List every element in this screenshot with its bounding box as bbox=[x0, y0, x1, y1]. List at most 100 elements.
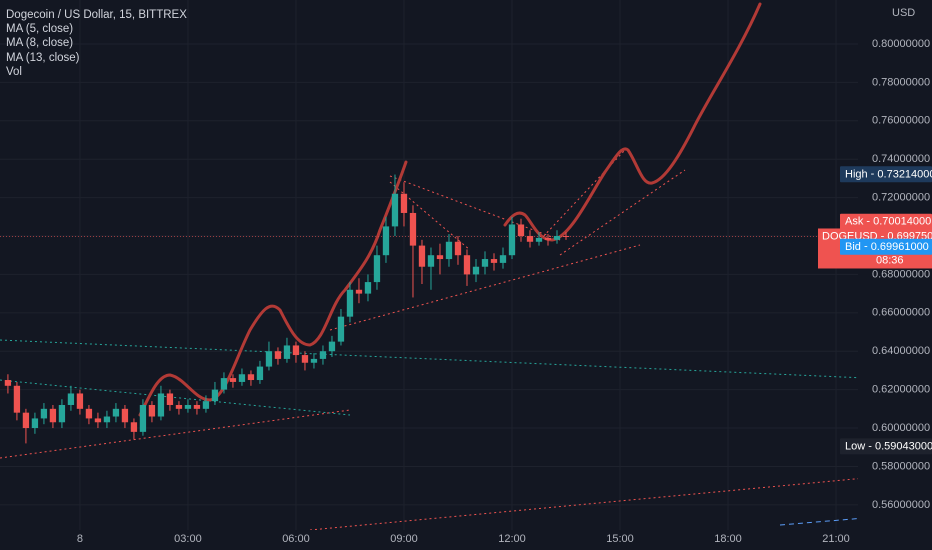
candle-body bbox=[85, 408, 93, 419]
price-tag bbox=[840, 438, 932, 455]
candle-body bbox=[355, 289, 363, 294]
trend-line bbox=[0, 339, 866, 379]
candle-body bbox=[94, 418, 102, 423]
tag-value: 0.73214000 bbox=[877, 168, 932, 180]
candle-body bbox=[544, 237, 552, 240]
price-tag-label: Low - 0.59043000 bbox=[845, 440, 932, 452]
candle-body bbox=[310, 358, 318, 363]
candle-body bbox=[283, 345, 291, 359]
candle-body bbox=[22, 412, 30, 429]
y-tick-label: 0.72000000 bbox=[872, 192, 930, 204]
candle-body bbox=[301, 355, 309, 363]
y-tick-label: 0.76000000 bbox=[872, 115, 930, 127]
tag-value: 0.70014000 bbox=[873, 216, 931, 228]
candle-body bbox=[292, 345, 300, 356]
y-tick-label: 0.80000000 bbox=[872, 38, 930, 50]
candle-body bbox=[175, 404, 183, 409]
candle-body bbox=[346, 289, 354, 317]
candle-body bbox=[445, 241, 453, 260]
candle-body bbox=[256, 366, 264, 381]
y-tick-label: 0.58000000 bbox=[872, 460, 930, 472]
candle-body bbox=[148, 404, 156, 417]
candle-body bbox=[391, 193, 399, 227]
candle-body bbox=[220, 378, 228, 390]
candle-body bbox=[130, 422, 138, 432]
candle-body bbox=[409, 212, 417, 246]
drawings bbox=[0, 2, 866, 531]
candle-body bbox=[418, 245, 426, 267]
candle-body bbox=[517, 224, 525, 237]
candle-body bbox=[535, 237, 543, 242]
candle-body bbox=[121, 408, 129, 423]
candle-body bbox=[76, 393, 84, 409]
price-tag-label: High - 0.73214000 bbox=[845, 168, 932, 180]
candle-body bbox=[499, 255, 507, 263]
candle-body bbox=[58, 404, 66, 423]
bar-countdown: 08:36 bbox=[876, 254, 904, 266]
y-tick-label: 0.74000000 bbox=[872, 153, 930, 165]
trend-line bbox=[0, 409, 351, 459]
chart-title: Dogecoin / US Dollar, 15, BITTREX bbox=[6, 9, 187, 21]
candle-body bbox=[382, 226, 390, 256]
indicator-label: MA (5, close) bbox=[6, 23, 73, 35]
candle-body bbox=[526, 236, 534, 242]
tag-name: Ask bbox=[845, 216, 864, 228]
price-tag-label: Bid - 0.69961000 bbox=[845, 241, 929, 253]
candle-body bbox=[166, 393, 174, 405]
candle-body bbox=[427, 255, 435, 267]
candle-body bbox=[400, 193, 408, 213]
tag-value: 0.59043000 bbox=[875, 440, 932, 452]
freehand-drawing bbox=[138, 160, 408, 417]
candle-body bbox=[490, 259, 498, 263]
tag-name: Low bbox=[845, 440, 865, 452]
currency-label: USD bbox=[892, 7, 915, 19]
candle-body bbox=[247, 374, 255, 381]
candle-body bbox=[463, 255, 471, 275]
candle-body bbox=[157, 393, 165, 417]
y-tick-label: 0.60000000 bbox=[872, 422, 930, 434]
tag-value: 0.69961000 bbox=[871, 241, 929, 253]
candle-body bbox=[319, 351, 327, 359]
x-tick-label: 06:00 bbox=[282, 533, 310, 545]
candle-body bbox=[337, 316, 345, 342]
tag-name: High bbox=[845, 168, 868, 180]
y-tick-label: 0.62000000 bbox=[872, 384, 930, 396]
trend-line bbox=[539, 149, 626, 241]
candle-body bbox=[238, 374, 246, 382]
trend-line bbox=[0, 379, 351, 416]
candle-body bbox=[139, 404, 147, 432]
candle-body bbox=[274, 351, 282, 359]
y-tick-label: 0.64000000 bbox=[872, 345, 930, 357]
y-tick-label: 0.78000000 bbox=[872, 76, 930, 88]
price-tag-label: Ask - 0.70014000 bbox=[845, 216, 931, 228]
x-tick-label: 8 bbox=[77, 533, 83, 545]
time-axis bbox=[0, 530, 858, 550]
candle-body bbox=[373, 255, 381, 283]
y-tick-label: 0.68000000 bbox=[872, 268, 930, 280]
x-tick-label: 18:00 bbox=[714, 533, 742, 545]
candle-body bbox=[103, 416, 111, 423]
x-tick-label: 21:00 bbox=[822, 533, 850, 545]
price-tag bbox=[840, 238, 932, 255]
candle-body bbox=[454, 241, 462, 256]
x-tick-label: 09:00 bbox=[390, 533, 418, 545]
candle-body bbox=[472, 266, 480, 275]
candle-body bbox=[229, 378, 237, 382]
x-tick-label: 03:00 bbox=[174, 533, 202, 545]
candle-body bbox=[553, 236, 561, 240]
price-tag bbox=[840, 213, 932, 230]
candle-body bbox=[481, 259, 489, 267]
candles bbox=[4, 174, 570, 444]
indicator-label: Vol bbox=[6, 66, 22, 78]
candle-body bbox=[13, 385, 21, 413]
candle-body bbox=[265, 351, 273, 367]
candle-body bbox=[328, 341, 336, 352]
x-tick-label: 15:00 bbox=[606, 533, 634, 545]
y-tick-label: 0.66000000 bbox=[872, 307, 930, 319]
candle-body bbox=[508, 224, 516, 256]
candle-body bbox=[184, 404, 192, 409]
tag-name: Bid bbox=[845, 241, 861, 253]
x-tick-label: 12:00 bbox=[498, 533, 526, 545]
